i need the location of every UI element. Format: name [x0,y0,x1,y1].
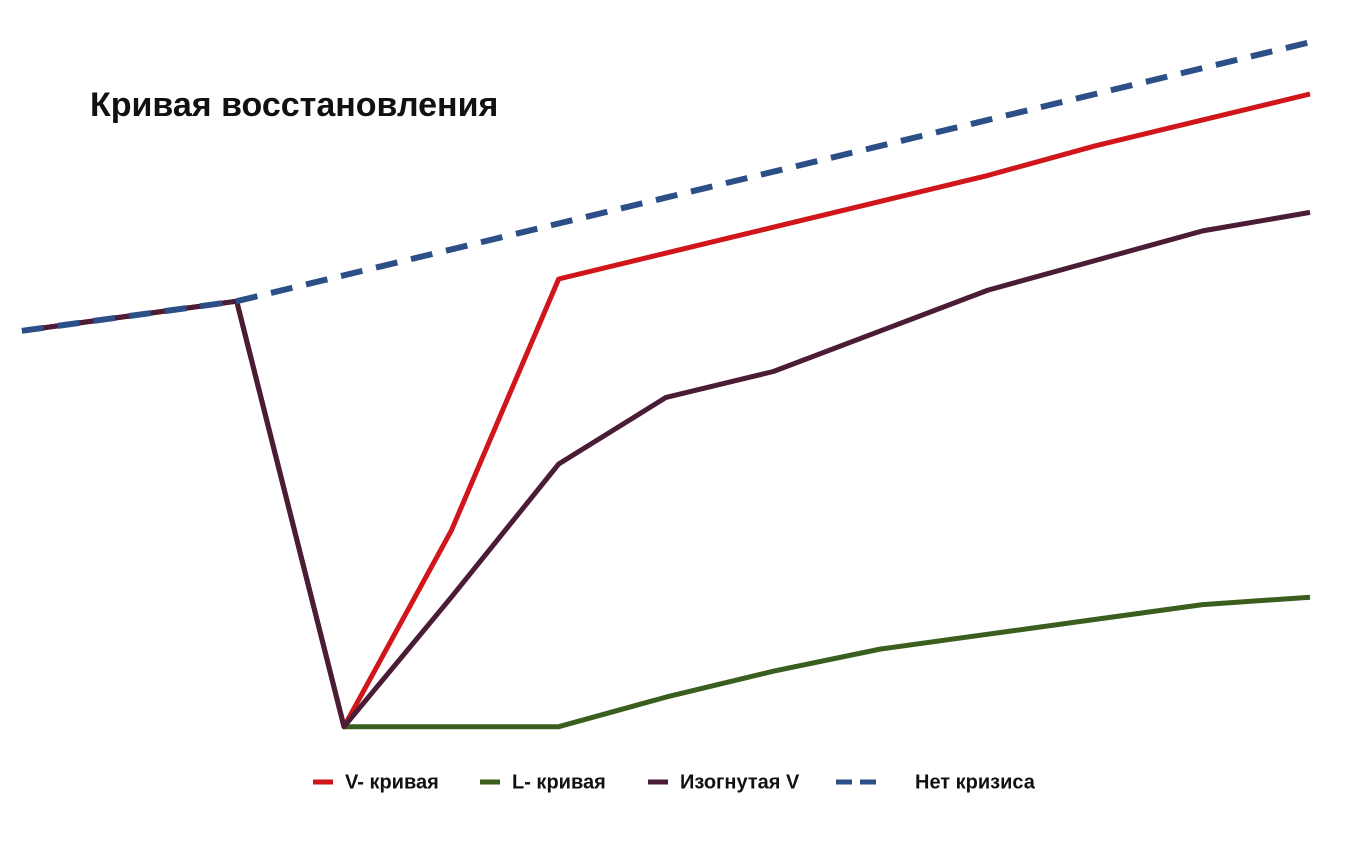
chart-title: Кривая восстановления [90,86,498,124]
series-line [21,91,1311,730]
series-line [21,39,1311,334]
series-line [21,209,1311,730]
legend-label: V- кривая [345,771,439,793]
legend-label: Изогнутая V [680,771,800,793]
series-line [21,298,1311,730]
legend-label: Нет кризиса [915,771,1036,793]
legend-label: L- кривая [512,771,606,793]
